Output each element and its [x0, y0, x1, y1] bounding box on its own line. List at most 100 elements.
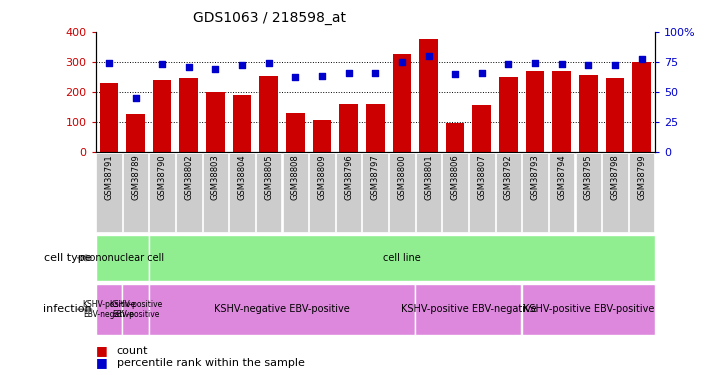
- Point: [423, 53, 434, 59]
- Text: GSM38808: GSM38808: [291, 154, 299, 200]
- Bar: [202, 153, 228, 232]
- Text: GSM38790: GSM38790: [158, 154, 166, 200]
- Text: infection: infection: [43, 304, 92, 314]
- Bar: [153, 80, 171, 152]
- Bar: [579, 75, 598, 152]
- Bar: [176, 153, 202, 232]
- Text: mononuclear cell: mononuclear cell: [80, 253, 164, 263]
- Bar: [499, 78, 518, 152]
- Point: [583, 63, 594, 69]
- Text: GSM38791: GSM38791: [104, 154, 113, 200]
- Point: [636, 57, 647, 63]
- Bar: [389, 153, 415, 232]
- Text: GSM38798: GSM38798: [610, 154, 620, 200]
- Text: KSHV-positive EBV-negative: KSHV-positive EBV-negative: [401, 304, 537, 314]
- Text: GSM38802: GSM38802: [184, 154, 193, 200]
- Text: KSHV-negative EBV-positive: KSHV-negative EBV-positive: [214, 304, 350, 314]
- Bar: [523, 153, 548, 232]
- Text: GSM38805: GSM38805: [264, 154, 273, 200]
- Point: [156, 61, 168, 67]
- Text: GSM38796: GSM38796: [344, 154, 353, 200]
- Text: KSHV-positive
EBV-negative: KSHV-positive EBV-negative: [82, 300, 135, 319]
- Bar: [206, 92, 224, 152]
- Text: cell line: cell line: [383, 253, 421, 263]
- Bar: [313, 120, 331, 152]
- Point: [290, 75, 301, 81]
- Text: GSM38809: GSM38809: [317, 154, 326, 200]
- Text: GSM38800: GSM38800: [397, 154, 406, 200]
- Text: GSM38793: GSM38793: [530, 154, 539, 200]
- Bar: [96, 234, 149, 281]
- Point: [503, 61, 514, 67]
- Bar: [100, 83, 118, 152]
- Bar: [446, 123, 464, 152]
- Bar: [259, 76, 278, 152]
- Bar: [549, 153, 574, 232]
- Bar: [309, 153, 335, 232]
- Text: GSM38795: GSM38795: [584, 154, 593, 200]
- Bar: [552, 71, 571, 152]
- Point: [476, 70, 487, 76]
- Bar: [605, 78, 624, 152]
- Text: GSM38806: GSM38806: [451, 154, 459, 200]
- Bar: [416, 284, 522, 334]
- Text: count: count: [117, 346, 148, 355]
- Bar: [362, 153, 388, 232]
- Bar: [256, 153, 282, 232]
- Bar: [603, 153, 628, 232]
- Text: GSM38792: GSM38792: [504, 154, 513, 200]
- Bar: [336, 153, 361, 232]
- Point: [450, 71, 461, 77]
- Point: [236, 63, 248, 69]
- Bar: [149, 284, 415, 334]
- Bar: [442, 153, 468, 232]
- Bar: [122, 284, 149, 334]
- Bar: [419, 39, 438, 152]
- Point: [130, 95, 141, 101]
- Text: GSM38789: GSM38789: [131, 154, 140, 200]
- Point: [103, 60, 115, 66]
- Text: percentile rank within the sample: percentile rank within the sample: [117, 358, 304, 368]
- Point: [610, 63, 621, 69]
- Bar: [96, 284, 122, 334]
- Text: GSM38794: GSM38794: [557, 154, 566, 200]
- Text: ■: ■: [96, 357, 108, 369]
- Bar: [632, 62, 651, 152]
- Point: [396, 59, 408, 65]
- Text: GSM38807: GSM38807: [477, 154, 486, 200]
- Text: GDS1063 / 218598_at: GDS1063 / 218598_at: [193, 11, 346, 25]
- Point: [183, 64, 195, 70]
- Text: cell type: cell type: [45, 253, 92, 263]
- Bar: [229, 153, 255, 232]
- Bar: [629, 153, 654, 232]
- Bar: [122, 153, 148, 232]
- Point: [343, 70, 354, 76]
- Bar: [496, 153, 521, 232]
- Point: [530, 60, 541, 66]
- Text: KSHV-positive
EBV-positive: KSHV-positive EBV-positive: [109, 300, 162, 319]
- Point: [210, 66, 221, 72]
- Text: GSM38797: GSM38797: [371, 154, 379, 200]
- Point: [316, 73, 328, 79]
- Bar: [149, 153, 175, 232]
- Bar: [522, 284, 655, 334]
- Text: ■: ■: [96, 344, 108, 357]
- Text: GSM38804: GSM38804: [238, 154, 246, 200]
- Bar: [126, 114, 145, 152]
- Bar: [339, 104, 358, 152]
- Bar: [392, 54, 411, 152]
- Bar: [416, 153, 441, 232]
- Bar: [469, 153, 495, 232]
- Bar: [286, 114, 304, 152]
- Bar: [366, 104, 384, 152]
- Text: GSM38799: GSM38799: [637, 154, 646, 200]
- Point: [556, 61, 567, 67]
- Bar: [472, 105, 491, 152]
- Point: [370, 70, 381, 76]
- Text: GSM38803: GSM38803: [211, 154, 220, 200]
- Bar: [576, 153, 601, 232]
- Bar: [96, 153, 122, 232]
- Bar: [180, 78, 198, 152]
- Bar: [282, 153, 308, 232]
- Text: KSHV-positive EBV-positive: KSHV-positive EBV-positive: [523, 304, 654, 314]
